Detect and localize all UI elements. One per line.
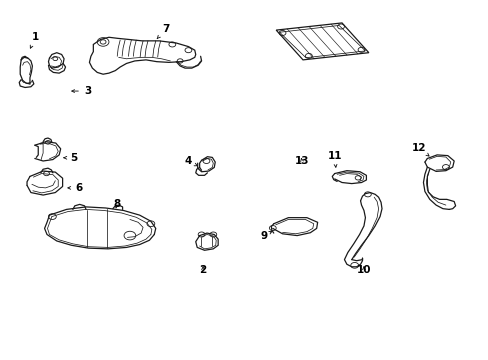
Text: 1: 1 — [30, 32, 40, 48]
Text: 8: 8 — [113, 199, 120, 210]
Text: 2: 2 — [199, 265, 206, 275]
Text: 6: 6 — [68, 183, 82, 193]
Text: 12: 12 — [411, 143, 428, 156]
Text: 3: 3 — [72, 86, 91, 96]
Text: 13: 13 — [294, 156, 308, 166]
Text: 9: 9 — [260, 231, 271, 240]
Text: 11: 11 — [327, 150, 341, 167]
Text: 10: 10 — [356, 265, 370, 275]
Text: 5: 5 — [64, 153, 77, 163]
Text: 4: 4 — [184, 156, 197, 166]
Text: 7: 7 — [157, 24, 169, 39]
